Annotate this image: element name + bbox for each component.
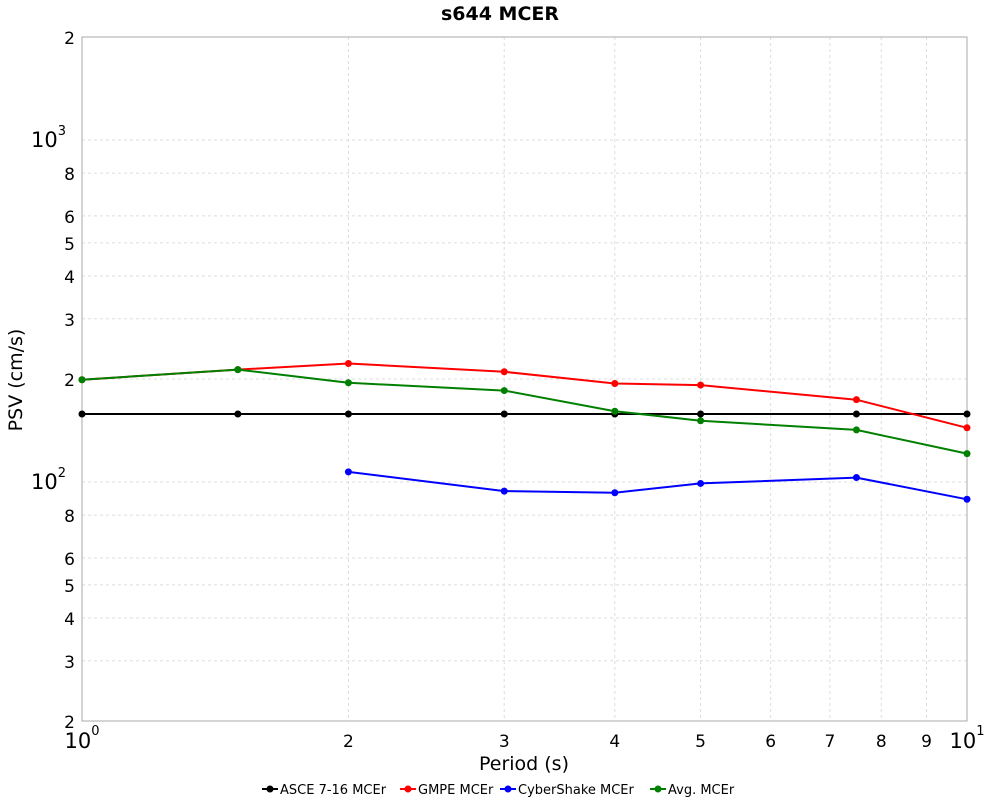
legend-item: ASCE 7-16 MCEr xyxy=(262,783,387,798)
x-tick-label: 5 xyxy=(695,732,706,752)
legend-item: CyberShake MCEr xyxy=(500,783,635,798)
x-tick-label: 6 xyxy=(765,732,776,752)
data-point xyxy=(500,387,508,395)
x-tick-label: 2 xyxy=(343,732,354,752)
x-axis-label: Period (s) xyxy=(479,753,569,775)
data-point xyxy=(344,359,352,367)
y-tick-label: 6 xyxy=(64,208,75,228)
data-point xyxy=(852,396,860,404)
data-point xyxy=(963,410,971,418)
y-tick-label: 5 xyxy=(64,577,75,597)
y-axis-ticks: 2 3 4 5 6 8 102 2 3 4 5 6 8 103 2 xyxy=(31,29,75,733)
y-tick-label: 2 xyxy=(64,29,75,49)
x-tick-label: 100 xyxy=(64,724,99,753)
series-2 xyxy=(344,468,971,503)
data-point xyxy=(697,381,705,389)
data-point xyxy=(963,495,971,503)
y-tick-label: 103 xyxy=(31,124,66,152)
data-point xyxy=(344,468,352,476)
legend-swatch-marker xyxy=(504,785,512,793)
x-tick-label: 8 xyxy=(876,732,887,752)
series-line xyxy=(348,470,968,501)
series-line xyxy=(81,368,968,455)
y-axis-label: PSV (cm/s) xyxy=(5,329,27,432)
x-tick-label: 4 xyxy=(609,732,620,752)
y-tick-label: 8 xyxy=(64,165,75,185)
series-layer xyxy=(78,359,971,503)
data-point xyxy=(78,376,86,384)
data-point xyxy=(611,489,619,497)
data-point xyxy=(852,426,860,434)
legend-label: GMPE MCEr xyxy=(418,783,494,798)
legend-label: CyberShake MCEr xyxy=(518,783,635,798)
grid xyxy=(82,37,967,721)
data-point xyxy=(344,410,352,418)
y-tick-label: 2 xyxy=(64,713,75,733)
y-tick-label: 102 xyxy=(31,466,66,494)
y-tick-label: 3 xyxy=(64,311,75,331)
legend-swatch-marker xyxy=(266,785,274,793)
legend-label: ASCE 7-16 MCEr xyxy=(280,783,387,798)
data-point xyxy=(344,379,352,387)
data-point xyxy=(697,410,705,418)
legend-item: Avg. MCEr xyxy=(650,783,735,798)
y-tick-label: 6 xyxy=(64,550,75,570)
data-point xyxy=(500,487,508,495)
legend: ASCE 7-16 MCEr GMPE MCEr CyberShake MCEr Av… xyxy=(262,783,735,798)
y-tick-label: 8 xyxy=(64,507,75,527)
x-tick-label: 101 xyxy=(949,724,984,753)
legend-label: Avg. MCEr xyxy=(668,783,735,798)
series-3 xyxy=(78,366,971,458)
chart-title: s644 MCER xyxy=(441,3,559,25)
data-point xyxy=(963,450,971,458)
legend-swatch-marker xyxy=(404,785,412,793)
y-tick-label: 2 xyxy=(64,371,75,391)
data-point xyxy=(697,479,705,487)
series-line xyxy=(81,362,968,429)
data-point xyxy=(611,407,619,415)
legend-item: GMPE MCEr xyxy=(400,783,494,798)
x-tick-label: 9 xyxy=(921,732,932,752)
data-point xyxy=(78,410,86,418)
data-point xyxy=(697,417,705,425)
data-point xyxy=(963,424,971,432)
y-tick-label: 4 xyxy=(64,268,75,288)
data-point xyxy=(852,410,860,418)
data-point xyxy=(234,366,242,374)
y-tick-label: 3 xyxy=(64,653,75,673)
series-0 xyxy=(78,410,971,418)
x-tick-label: 3 xyxy=(499,732,510,752)
y-tick-label: 5 xyxy=(64,235,75,255)
data-point xyxy=(852,474,860,482)
legend-swatch-marker xyxy=(654,785,662,793)
data-point xyxy=(234,410,242,418)
x-axis-ticks: 100 2 3 4 5 6 7 8 9 101 xyxy=(64,724,984,753)
y-tick-label: 4 xyxy=(64,610,75,630)
data-point xyxy=(500,410,508,418)
data-point xyxy=(500,368,508,376)
x-tick-label: 7 xyxy=(824,732,835,752)
data-point xyxy=(611,380,619,388)
